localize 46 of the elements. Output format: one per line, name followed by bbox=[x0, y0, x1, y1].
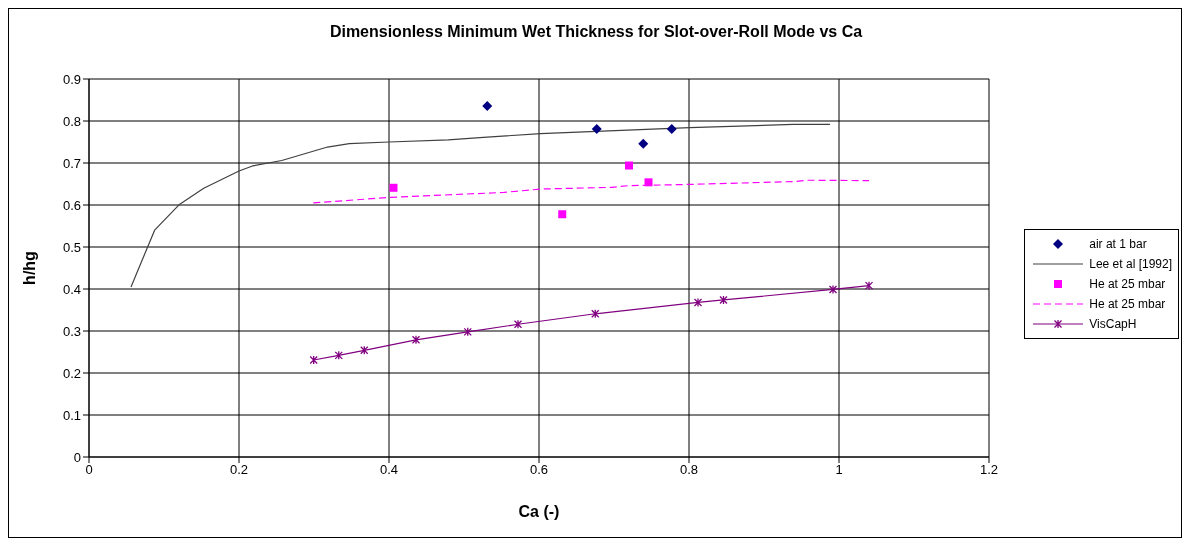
y-tick-label: 0.2 bbox=[62, 365, 81, 381]
y-tick-label: 0.6 bbox=[62, 197, 81, 213]
point bbox=[828, 284, 838, 295]
x-axis-title: Ca (-) bbox=[518, 503, 560, 520]
legend-label: Lee et al [1992] bbox=[1089, 257, 1172, 271]
point bbox=[666, 123, 677, 134]
point bbox=[591, 309, 600, 319]
y-tick-label: 0.8 bbox=[62, 113, 81, 129]
x-tick-label: 0.2 bbox=[229, 462, 249, 478]
x-tick-label: 1.2 bbox=[979, 462, 999, 478]
x-tick-label: 0.6 bbox=[529, 462, 549, 478]
point bbox=[411, 335, 421, 345]
x-tick-label: 0 bbox=[85, 462, 93, 478]
legend-label: He at 25 mbar bbox=[1089, 277, 1166, 291]
chart-title: Dimensionless Minimum Wet Thickness for Slot-over-Roll Mode vs Ca bbox=[328, 23, 864, 41]
point bbox=[334, 350, 343, 361]
x-tick-label: 1 bbox=[835, 462, 843, 478]
point bbox=[360, 345, 369, 355]
x-tick-label: 0.4 bbox=[379, 462, 399, 478]
x-tick-label: 0.8 bbox=[679, 462, 699, 478]
point bbox=[638, 138, 649, 149]
point bbox=[558, 210, 567, 219]
y-tick-label: 0.4 bbox=[62, 281, 81, 297]
y-tick-label: 0.1 bbox=[62, 407, 81, 423]
y-tick-label: 0 bbox=[73, 449, 81, 465]
point bbox=[644, 178, 653, 187]
y-tick-label: 0.9 bbox=[62, 71, 81, 87]
legend-label: air at 1 bar bbox=[1089, 237, 1147, 251]
point bbox=[309, 355, 318, 365]
point bbox=[591, 123, 602, 134]
legend-label: He at 25 mbar bbox=[1089, 297, 1166, 311]
point bbox=[463, 327, 472, 337]
point bbox=[719, 295, 728, 305]
y-tick-label: 0.3 bbox=[62, 323, 81, 339]
point bbox=[693, 297, 703, 308]
legend-label: VisCapH bbox=[1089, 317, 1137, 331]
point bbox=[482, 100, 493, 111]
line-series bbox=[130, 123, 831, 288]
point bbox=[513, 319, 523, 329]
point bbox=[864, 280, 874, 291]
point bbox=[389, 183, 398, 192]
y-tick-label: 0.5 bbox=[62, 239, 81, 255]
point bbox=[625, 161, 633, 170]
y-axis-title: h/hg bbox=[20, 251, 38, 285]
line-series bbox=[312, 179, 870, 204]
y-tick-label: 0.7 bbox=[62, 155, 81, 171]
